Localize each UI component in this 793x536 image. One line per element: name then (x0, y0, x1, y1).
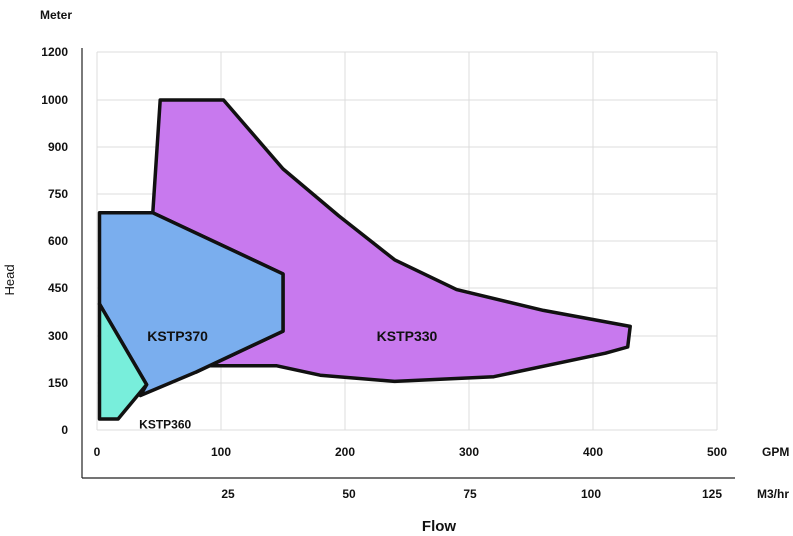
region-kstp360 (97, 302, 149, 421)
gpm-unit-label: GPM (762, 445, 789, 459)
y-tick-label: 150 (48, 376, 68, 390)
gpm-tick-label: 300 (459, 445, 479, 459)
y-tick-label: 1000 (41, 93, 68, 107)
y-tick-label: 600 (48, 234, 68, 248)
gpm-tick-label: 100 (211, 445, 231, 459)
y-tick-label: 1200 (41, 45, 68, 59)
m3hr-tick-label: 125 (702, 487, 722, 501)
m3hr-tick-label: 50 (342, 487, 356, 501)
x-axis-title: Flow (422, 518, 456, 535)
gpm-tick-label: 500 (707, 445, 727, 459)
region-label-kstp360: KSTP360 (139, 418, 191, 432)
y-tick-label: 300 (48, 329, 68, 343)
region-label-kstp370: KSTP370 (147, 328, 208, 344)
m3hr-tick-label: 75 (463, 487, 477, 501)
y-tick-label: 900 (48, 140, 68, 154)
gpm-tick-labels: 0 100 200 300 400 500 (94, 445, 728, 459)
y-unit-label: Meter (40, 8, 72, 22)
y-tick-label: 750 (48, 187, 68, 201)
y-tick-label: 0 (61, 423, 68, 437)
m3hr-unit-label: M3/hr (757, 487, 789, 501)
m3hr-tick-labels: 25 50 75 100 125 (221, 487, 722, 501)
gpm-tick-label: 200 (335, 445, 355, 459)
m3hr-tick-label: 25 (221, 487, 235, 501)
y-axis-title: Head (2, 264, 17, 295)
gpm-tick-label: 400 (583, 445, 603, 459)
m3hr-tick-label: 100 (581, 487, 601, 501)
pump-regions: KSTP330 KSTP370 KSTP360 (97, 98, 632, 432)
gpm-tick-label: 0 (94, 445, 101, 459)
y-tick-labels: 0 150 300 450 600 750 900 1000 1200 (41, 45, 68, 437)
region-label-kstp330: KSTP330 (377, 328, 438, 344)
y-tick-label: 450 (48, 281, 68, 295)
